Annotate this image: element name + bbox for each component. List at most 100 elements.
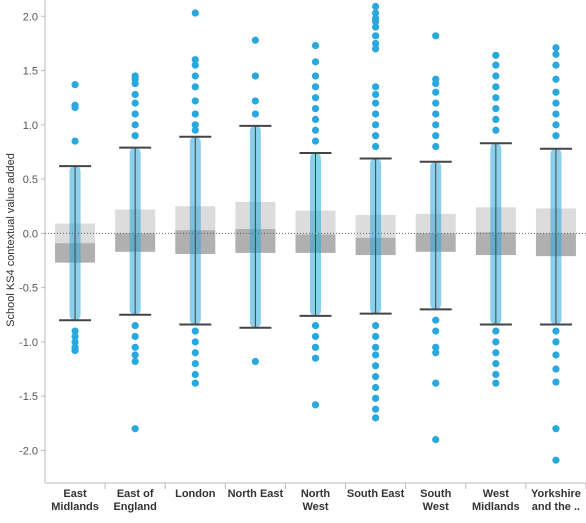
data-point <box>372 45 380 53</box>
data-point <box>191 72 199 80</box>
data-point <box>191 338 199 346</box>
category-label: Midlands <box>51 501 99 513</box>
data-point <box>552 132 560 140</box>
data-point <box>191 370 199 379</box>
data-point <box>311 41 320 50</box>
data-point <box>372 414 380 422</box>
data-point <box>552 88 560 96</box>
data-point <box>71 338 79 346</box>
data-point <box>552 351 560 359</box>
data-point <box>552 456 560 464</box>
data-point <box>492 379 500 387</box>
category-label: North <box>301 488 331 500</box>
y-axis-title: School KS4 contextual value added <box>5 153 17 327</box>
data-point <box>131 121 139 129</box>
y-tick-label: 1.5 <box>23 66 38 78</box>
y-tick-label: -1.5 <box>19 391 38 403</box>
data-point <box>372 332 380 341</box>
data-point <box>131 357 139 366</box>
data-point <box>372 394 380 402</box>
data-point <box>191 360 199 368</box>
data-point <box>71 332 79 341</box>
y-tick-label: -0.5 <box>19 283 38 295</box>
data-point <box>372 121 380 129</box>
data-point <box>191 56 199 64</box>
data-point <box>432 379 440 387</box>
data-point <box>131 351 139 359</box>
data-point <box>191 97 199 105</box>
category-group <box>175 9 216 387</box>
category-label: London <box>175 488 216 500</box>
data-point <box>552 50 560 58</box>
category-label: East of <box>117 488 154 500</box>
data-point <box>191 61 199 69</box>
data-point <box>492 94 500 102</box>
y-tick-label: 0.5 <box>23 174 38 186</box>
data-point <box>311 137 320 145</box>
data-point <box>372 362 380 370</box>
data-point <box>432 327 440 335</box>
data-point <box>372 383 380 392</box>
data-point <box>372 23 380 31</box>
data-point <box>71 346 79 355</box>
data-point <box>372 110 380 118</box>
category-label: England <box>113 501 156 513</box>
category-group <box>415 32 456 444</box>
data-point <box>432 99 440 107</box>
data-point <box>432 132 440 140</box>
y-tick-label: 2.0 <box>23 11 38 23</box>
data-point <box>251 72 259 80</box>
data-point <box>432 88 440 96</box>
data-point <box>552 75 560 83</box>
data-point <box>492 61 500 69</box>
category-label: North East <box>228 488 284 500</box>
data-point <box>492 72 500 80</box>
data-point <box>432 343 440 351</box>
data-point <box>71 137 79 145</box>
data-point <box>311 72 320 80</box>
data-point <box>492 83 500 91</box>
data-point <box>492 338 500 346</box>
data-point <box>311 401 320 409</box>
y-tick-label: 1.0 <box>23 120 38 132</box>
data-point <box>131 79 139 88</box>
category-group <box>355 2 396 422</box>
data-point <box>372 90 380 99</box>
category-group <box>115 72 156 433</box>
data-point <box>372 18 380 26</box>
data-point <box>191 83 199 91</box>
data-point <box>552 44 560 52</box>
data-point <box>372 351 380 359</box>
data-point <box>311 104 320 113</box>
data-point <box>432 32 440 40</box>
y-axis: 2.0 1.5 1.0 0.5 0.0 -0.5 -1.0 -1.5 -2.0 <box>19 0 46 483</box>
data-point <box>552 99 560 107</box>
data-point <box>71 81 79 89</box>
data-point <box>191 349 199 357</box>
data-point <box>71 103 79 112</box>
data-point <box>492 51 500 59</box>
data-point <box>432 435 440 444</box>
data-point <box>311 332 320 341</box>
data-point <box>131 90 139 99</box>
plot-area <box>45 2 586 464</box>
data-point <box>131 132 139 140</box>
data-point <box>131 425 139 433</box>
data-point <box>552 327 560 335</box>
data-point <box>372 32 380 40</box>
category-group <box>475 51 516 387</box>
data-point <box>552 365 560 373</box>
data-point <box>311 94 320 102</box>
data-point <box>251 110 259 118</box>
data-point <box>372 99 380 107</box>
category-group <box>295 41 336 409</box>
data-point <box>131 343 139 351</box>
data-point <box>432 349 440 357</box>
data-point <box>191 121 199 129</box>
data-point <box>372 39 380 48</box>
data-point <box>191 379 199 387</box>
y-tick-label: 0.0 <box>23 228 38 240</box>
data-point <box>131 332 139 341</box>
